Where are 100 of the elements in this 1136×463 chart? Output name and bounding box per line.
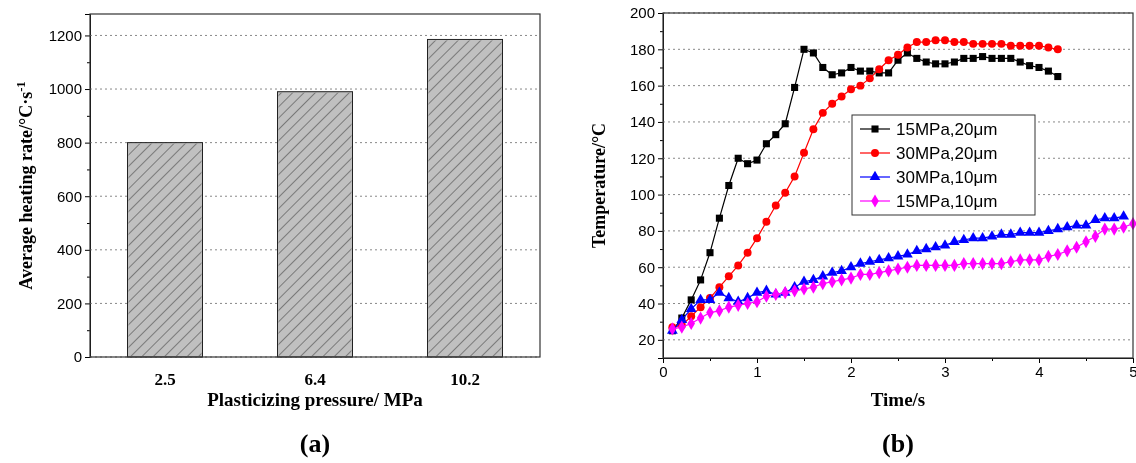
y-tick-label: 1200: [48, 26, 82, 44]
text: (b): [882, 429, 914, 458]
point: [1118, 210, 1129, 220]
x-tick-label: 2: [847, 362, 856, 380]
point: [1052, 222, 1064, 233]
point: [1006, 41, 1015, 50]
point: [772, 131, 780, 139]
point: [723, 291, 735, 302]
point: [762, 217, 771, 226]
point: [922, 38, 931, 47]
point: [996, 228, 1007, 238]
point: [1035, 41, 1043, 50]
y-tick-label: 0: [73, 348, 82, 366]
point: [932, 60, 940, 68]
point: [903, 43, 912, 52]
point: [753, 234, 761, 243]
point: [920, 242, 932, 253]
point: [1033, 226, 1045, 236]
x-tick-label: 6.4: [304, 370, 327, 390]
y-tick-label: 400: [56, 241, 82, 259]
legend-label: 15MPa,10μm: [896, 192, 998, 211]
point: [967, 231, 979, 242]
point: [1108, 211, 1120, 222]
y-tick-label: 140: [629, 113, 655, 131]
point: [781, 188, 790, 197]
point: [883, 251, 894, 262]
point: [931, 36, 940, 45]
point: [856, 81, 865, 90]
point: [865, 74, 874, 83]
point: [1053, 45, 1062, 54]
point: [1071, 219, 1082, 229]
x-tick-label: 0: [659, 362, 668, 380]
point: [791, 83, 799, 91]
point: [818, 108, 827, 117]
point: [1043, 224, 1054, 234]
point: [724, 272, 733, 281]
point: [809, 125, 818, 134]
point: [866, 67, 874, 75]
point: [894, 50, 902, 59]
point: [875, 65, 884, 74]
point: [997, 39, 1006, 48]
point: [913, 54, 921, 62]
y-tick-label: 100: [629, 185, 655, 203]
point: [685, 302, 697, 313]
point: [1035, 63, 1043, 72]
point: [864, 255, 876, 265]
point: [715, 214, 723, 222]
point: [836, 264, 847, 274]
point: [725, 181, 733, 190]
legend-label: 30MPa,20μm: [896, 144, 998, 163]
x-axis-title: Plasticizing pressure/ MPa: [207, 389, 424, 410]
text: (a): [299, 429, 331, 458]
point: [687, 296, 695, 304]
point: [902, 248, 913, 258]
point: [1061, 221, 1073, 231]
point: [930, 241, 941, 251]
point: [988, 39, 996, 48]
point: [1005, 228, 1017, 238]
point: [977, 231, 988, 242]
point: [855, 257, 866, 267]
point: [941, 60, 949, 68]
point: [885, 69, 893, 77]
y-tick-label: 1000: [48, 80, 82, 98]
legend-label: 15MPa,20μm: [896, 120, 998, 139]
x-axis-title: Time/s: [870, 389, 926, 410]
y-tick-label: 600: [56, 187, 82, 205]
point: [781, 120, 789, 128]
point: [753, 156, 761, 164]
point: [1099, 211, 1111, 222]
point: [969, 39, 978, 48]
y-tick-label: 60: [638, 258, 655, 276]
point: [800, 148, 808, 157]
point: [1007, 54, 1015, 62]
x-tick-label: 4: [1035, 362, 1044, 380]
point: [1026, 62, 1034, 70]
point: [771, 201, 780, 210]
point: [743, 248, 752, 257]
x-tick-label: 1: [753, 362, 762, 380]
point: [762, 140, 770, 148]
point: [979, 53, 987, 61]
point: [922, 58, 930, 66]
point: [978, 39, 987, 48]
y-tick-label: 120: [629, 149, 655, 167]
point: [1024, 226, 1035, 236]
point: [1090, 213, 1101, 224]
y-tick-label: 800: [56, 133, 82, 151]
point: [941, 36, 949, 45]
y-tick-label: 20: [638, 331, 655, 349]
point: [1016, 41, 1025, 50]
legend-label: 30MPa,10μm: [896, 168, 998, 187]
x-tick-label: 2.5: [154, 370, 176, 390]
point: [838, 69, 846, 77]
point: [960, 54, 968, 62]
point: [706, 249, 714, 257]
point: [800, 45, 808, 53]
point: [1044, 67, 1052, 75]
point: [837, 92, 846, 101]
point: [884, 56, 893, 65]
point: [697, 276, 705, 284]
point: [819, 63, 827, 72]
